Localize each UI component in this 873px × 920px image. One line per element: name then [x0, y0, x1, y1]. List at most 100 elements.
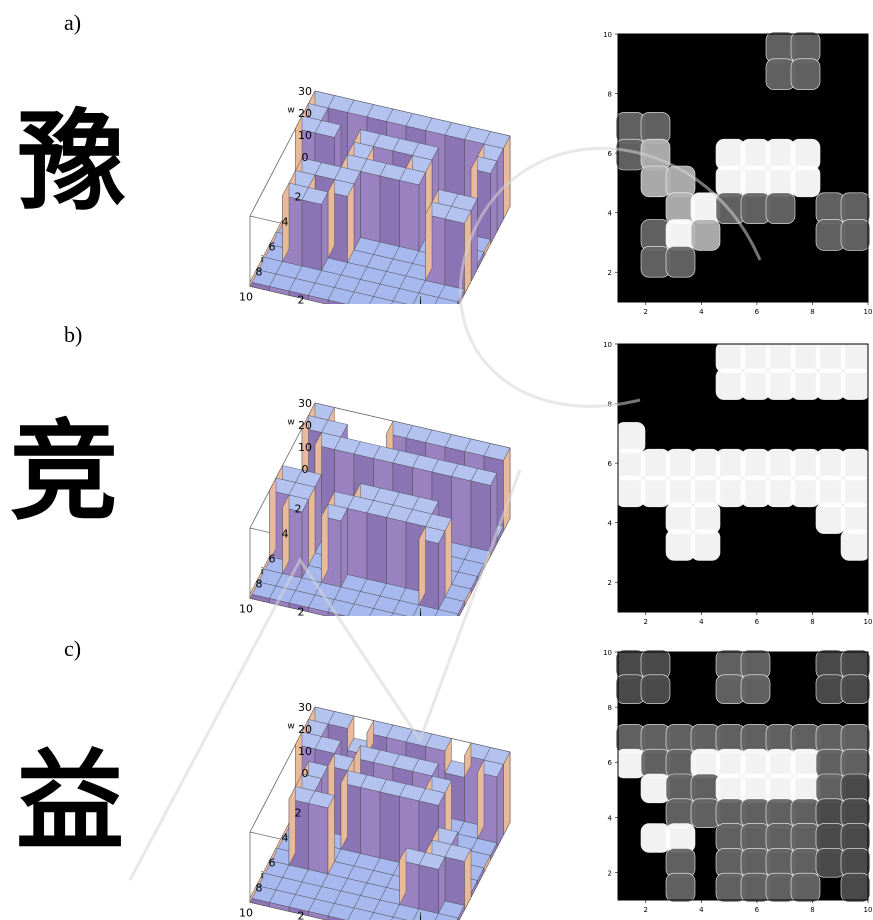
w-tick-label: 10: [298, 745, 312, 758]
contour-region: [741, 650, 770, 679]
surface-wall: [400, 181, 420, 252]
contour-region: [816, 342, 845, 373]
surface-wall: [387, 518, 407, 589]
contour-region: [841, 650, 870, 679]
surface-wall: [367, 513, 387, 584]
w-tick-label: 20: [298, 107, 312, 120]
y-tick-label: 10: [604, 341, 612, 349]
w-tick-label: 30: [298, 397, 312, 410]
contour-region: [666, 799, 695, 828]
surface-wall: [439, 531, 446, 610]
contour-region: [841, 848, 870, 877]
contour-region: [766, 166, 795, 197]
j-tick-label: 4: [337, 614, 344, 616]
w-tick-label: 30: [298, 85, 312, 98]
x-tick-label: 4: [699, 308, 704, 316]
x-tick-label: 10: [864, 906, 872, 914]
contour-region: [716, 824, 745, 853]
j-tick-label: 4: [337, 302, 344, 304]
contour-region: [691, 749, 720, 778]
contour-region: [741, 139, 770, 170]
surface-wall: [315, 475, 322, 554]
contour-region: [766, 799, 795, 828]
contour-region: [641, 650, 670, 679]
contour-region: [766, 824, 795, 853]
surface-wall: [348, 509, 368, 580]
contour-region: [666, 774, 695, 803]
j-tick-label: 2: [298, 293, 305, 304]
panel-label-b: b): [64, 322, 82, 348]
y-tick-label: 8: [608, 401, 612, 409]
i-tick-label: 2: [295, 502, 302, 515]
j-axis-label: j: [418, 296, 422, 304]
surface-wall: [322, 192, 329, 271]
surface-wall: [504, 136, 511, 219]
contour-region: [741, 675, 770, 704]
contour-region: [816, 220, 845, 251]
x-tick-label: 8: [810, 308, 814, 316]
contour-region: [716, 650, 745, 679]
x-tick-label: 4: [699, 906, 704, 914]
contour-region: [716, 139, 745, 170]
surface-wall: [309, 804, 329, 875]
x-tick-label: 2: [644, 906, 648, 914]
contour-region: [716, 193, 745, 224]
x-tick-label: 4: [699, 618, 704, 626]
surface-wall: [445, 519, 452, 598]
surface-wall: [341, 771, 348, 850]
contour-region: [691, 503, 720, 534]
chinese-character-a: 豫: [18, 108, 126, 216]
contour-region: [716, 749, 745, 778]
contour-region: [666, 246, 695, 277]
contour-region: [766, 873, 795, 902]
contour-region: [616, 449, 645, 480]
contour-region: [616, 422, 645, 453]
contour-region: [741, 369, 770, 400]
w-tick-label: 10: [298, 441, 312, 454]
y-tick-label: 2: [608, 579, 612, 587]
contour-region: [691, 530, 720, 561]
y-tick-label: 6: [608, 460, 613, 468]
i-tick-label: 8: [256, 265, 263, 278]
y-tick-label: 8: [608, 704, 612, 712]
contour-region: [666, 503, 695, 534]
x-tick-label: 6: [755, 618, 760, 626]
surface-wall: [452, 477, 472, 548]
w-tick-label: 10: [298, 129, 312, 142]
contour-region: [716, 724, 745, 753]
contour-region: [816, 799, 845, 828]
contour-region: [766, 139, 795, 170]
contour-region: [641, 675, 670, 704]
panel-label-a: a): [64, 10, 81, 36]
i-tick-label: 4: [282, 831, 289, 844]
surface-wall: [419, 173, 426, 252]
contour-region: [641, 774, 670, 803]
contour-region: [666, 848, 695, 877]
contour-region: [766, 59, 795, 90]
contour-region: [741, 342, 770, 373]
contour-region: [741, 799, 770, 828]
contour-region: [841, 530, 870, 561]
y-tick-label: 6: [608, 759, 613, 767]
surface-wall: [471, 481, 491, 552]
contour-region: [741, 476, 770, 507]
surface-wall: [354, 172, 361, 251]
contour-region: [766, 476, 795, 507]
contour-region: [816, 824, 845, 853]
contour-region: [691, 476, 720, 507]
surface-wall: [478, 760, 485, 839]
contour-region: [716, 799, 745, 828]
contour-region: [841, 873, 870, 902]
i-tick-label: 10: [239, 290, 253, 303]
contour-region: [791, 32, 820, 63]
contour-region: [716, 342, 745, 373]
j-tick-label: 2: [298, 605, 305, 616]
contour-region: [841, 799, 870, 828]
surface: [250, 707, 510, 920]
surface-wall: [445, 857, 465, 906]
i-tick-label: 8: [256, 577, 263, 590]
surface-wall: [491, 161, 498, 244]
